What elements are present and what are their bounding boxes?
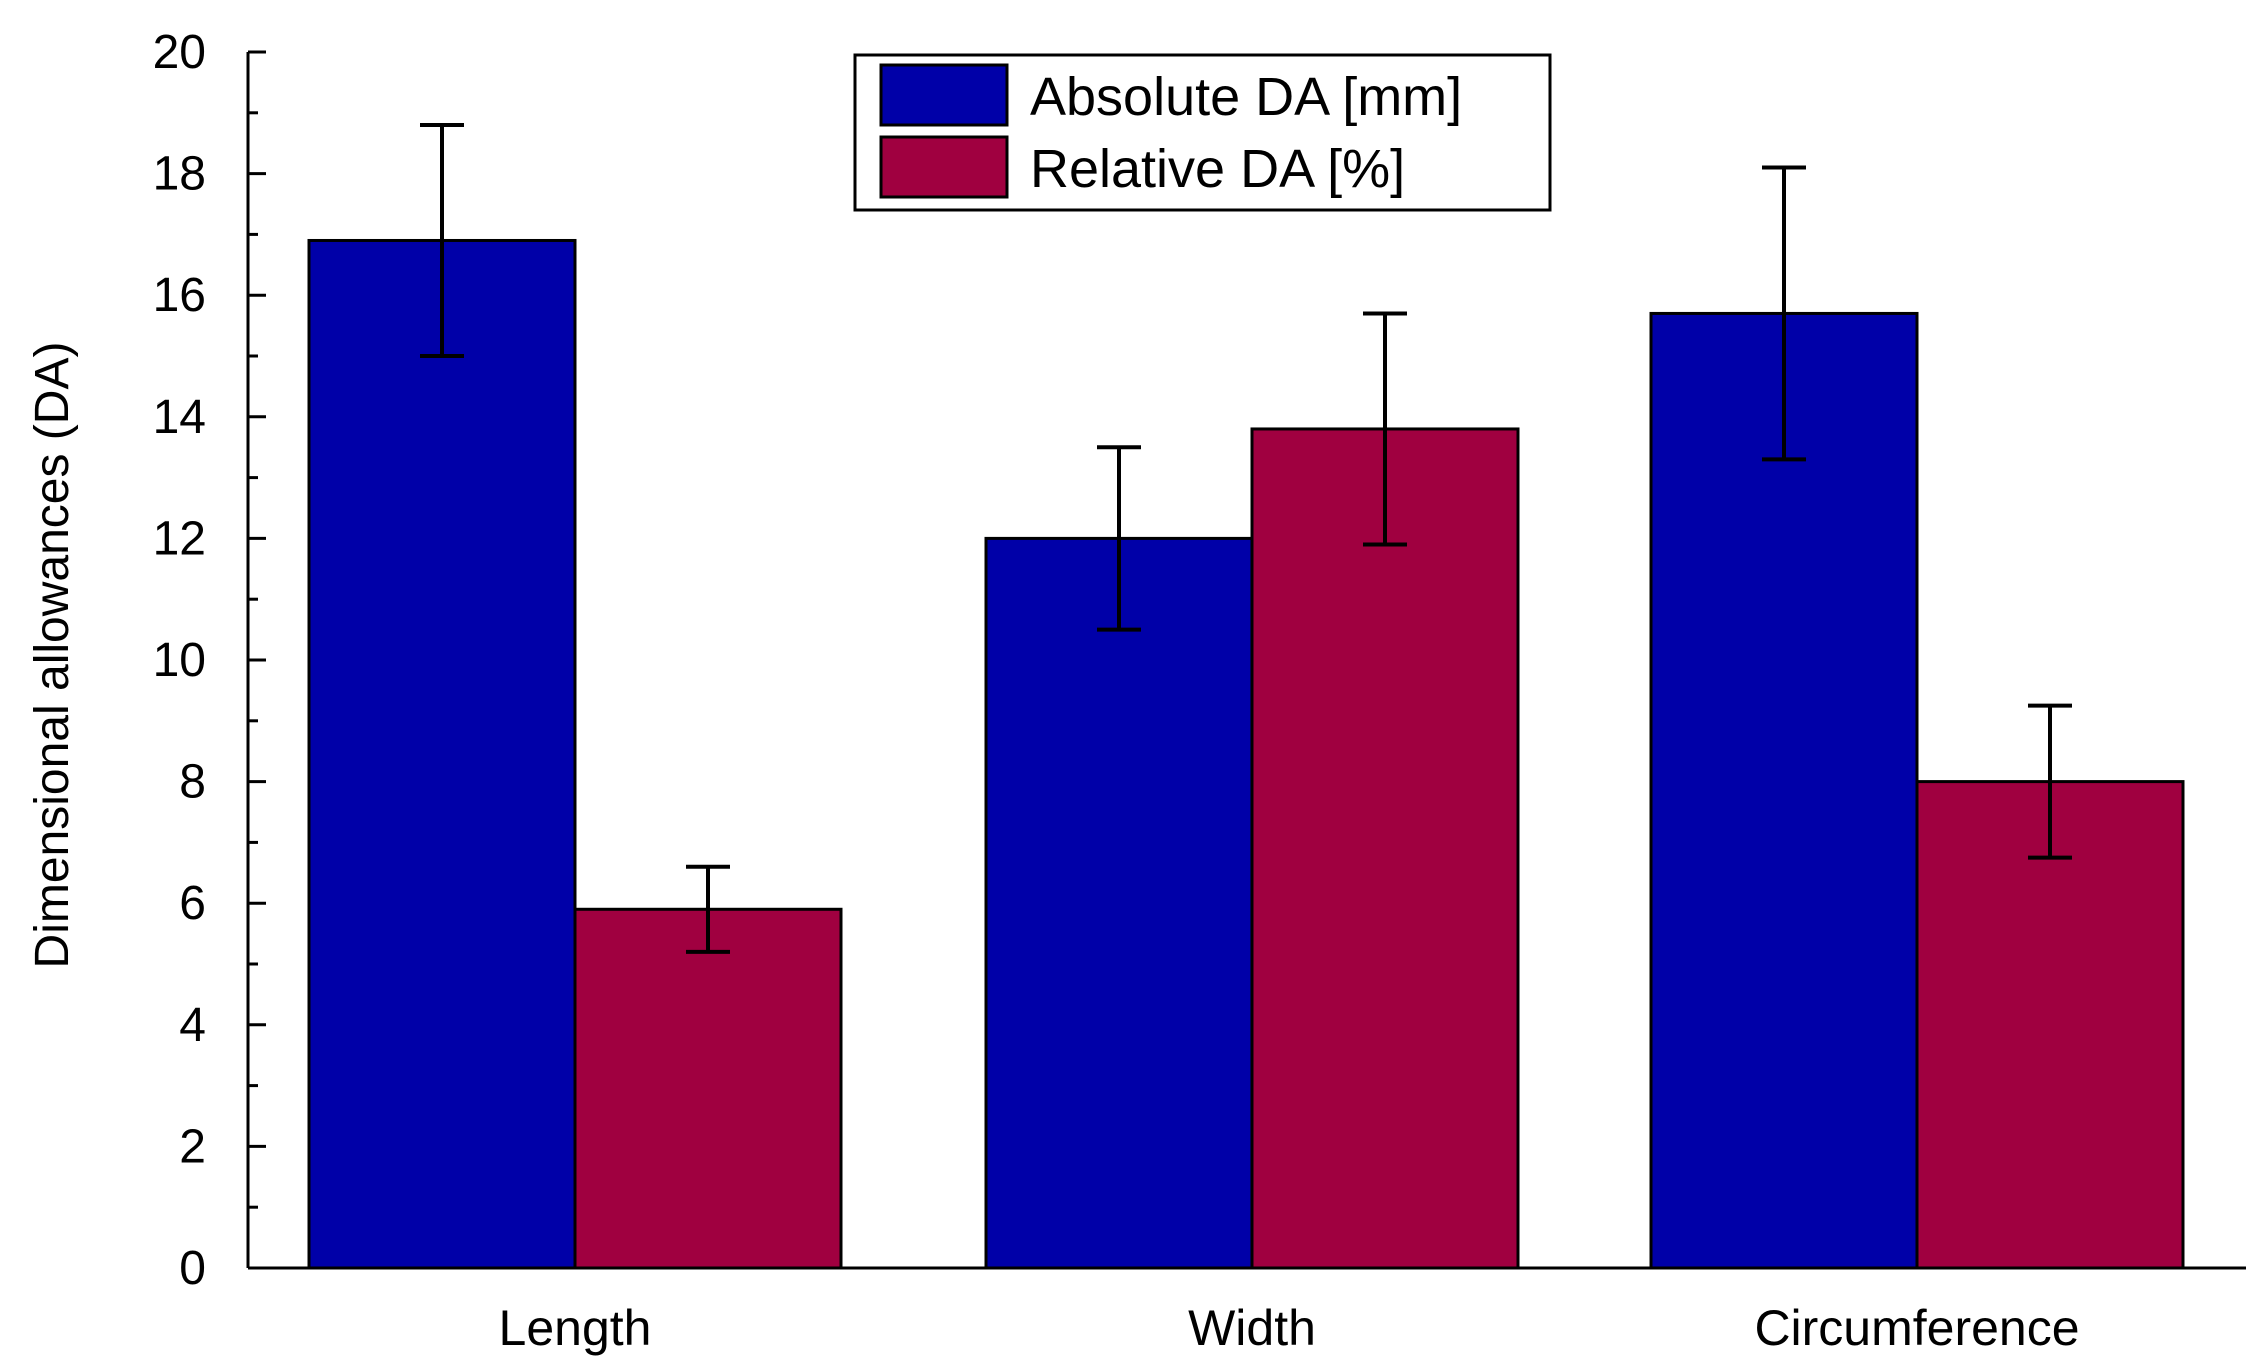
y-tick-label: 20 [153, 26, 206, 79]
y-tick-label: 0 [179, 1242, 206, 1295]
y-tick-label: 6 [179, 877, 206, 930]
bars-layer [307, 238, 2185, 1270]
y-axis-title: Dimensional allowances (DA) [26, 342, 79, 969]
error-bars-layer [420, 122, 2072, 954]
bar-circumference-series-1 [1649, 311, 1919, 1270]
x-tick-label: Circumference [1754, 1300, 2079, 1356]
legend-label-series-1: Absolute DA [mm] [1030, 67, 1462, 127]
bar-length-series-1 [307, 238, 577, 1270]
y-tick-label: 8 [179, 756, 206, 809]
y-tick-label: 18 [153, 148, 206, 201]
y-tick-label: 14 [153, 391, 206, 444]
y-tick-label: 2 [179, 1120, 206, 1173]
legend: Absolute DA [mm] Relative DA [%] [853, 53, 1552, 212]
legend-label-series-2: Relative DA [%] [1030, 139, 1405, 199]
y-tick-label: 16 [153, 269, 206, 322]
legend-swatch-series-1 [879, 63, 1009, 127]
y-tick-label: 4 [179, 999, 206, 1052]
bar-length-series-2 [573, 907, 843, 1270]
bar-circumference-series-2 [1915, 780, 2185, 1270]
y-tick-label: 10 [153, 634, 206, 687]
legend-swatch-series-2 [879, 135, 1009, 199]
x-tick-label: Width [1188, 1300, 1316, 1356]
x-tick-label: Length [499, 1300, 652, 1356]
bar-width-series-2 [1250, 427, 1520, 1270]
axes-layer: Length Width Circumference 0 2 4 6 8 10 12 14 16 18 2… [153, 26, 2246, 1356]
bar-width-series-1 [984, 536, 1254, 1270]
y-tick-label: 12 [153, 512, 206, 565]
